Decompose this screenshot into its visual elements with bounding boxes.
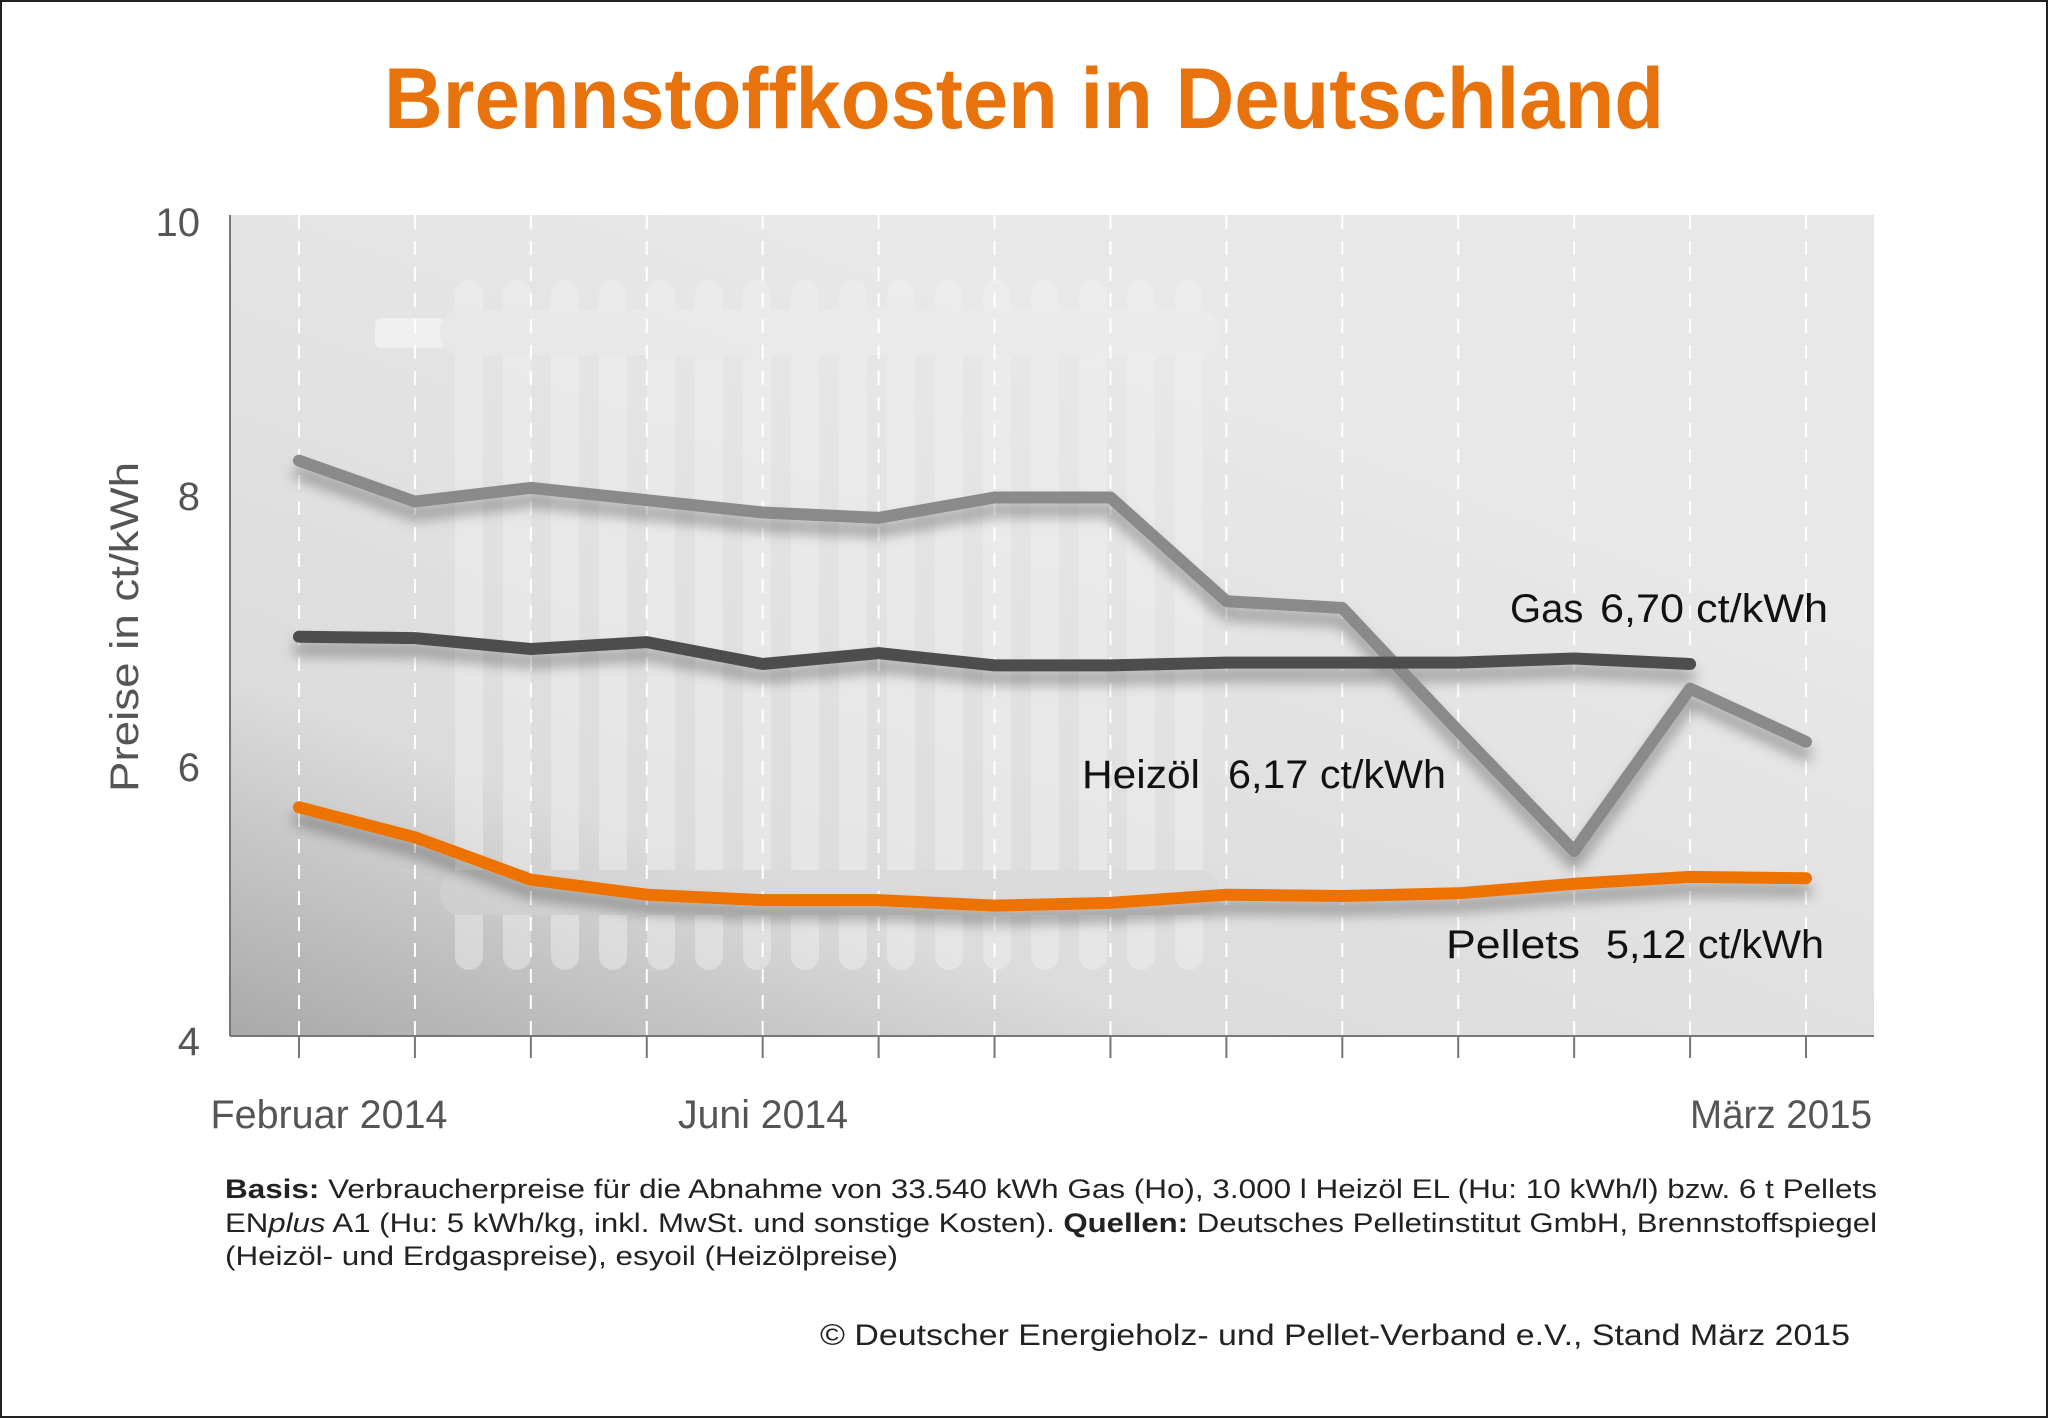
footer-line-3: (Heizöl- und Erdgaspreise), esyoil (Heiz… (225, 1241, 898, 1271)
sources-label: Quellen: (1063, 1208, 1188, 1238)
data-point-pellets (1573, 882, 1576, 885)
data-point-pellets (1225, 893, 1228, 896)
radiator-fin (695, 280, 723, 970)
series-label-pellets: Pellets 5,12 ct/kWh (1446, 923, 1824, 967)
data-point-gas (413, 637, 416, 640)
radiator-fin (1079, 280, 1107, 970)
data-point-heizoel (1457, 729, 1460, 732)
data-point-gas (645, 641, 648, 644)
series-label-value: 6,17 ct/kWh (1228, 753, 1446, 797)
basis-en: EN (225, 1208, 268, 1238)
footer-line-2: EN plus A1 (Hu: 5 kWh/kg, inkl. MwSt. und… (225, 1208, 1877, 1238)
radiator-fin (1031, 280, 1059, 970)
data-point-heizoel (1225, 600, 1228, 603)
x-tick-label: Juni 2014 (678, 1093, 848, 1137)
y-tick-label: 6 (178, 746, 200, 790)
data-point-gas (1573, 657, 1576, 660)
data-point-heizoel (1805, 740, 1807, 743)
data-point-heizoel (877, 516, 880, 519)
chart-title: Brennstoffkosten in Deutschland (384, 51, 1664, 147)
data-point-gas (1341, 661, 1344, 664)
data-point-heizoel (993, 496, 996, 499)
radiator-pipe-top (440, 310, 1220, 355)
footer-line-1: Basis: Verbraucherpreise für die Abnahme… (225, 1174, 1877, 1204)
series-label-name: Gas (1510, 587, 1583, 631)
series-label-name: Pellets (1446, 923, 1580, 967)
radiator-fin (743, 280, 771, 970)
series-label-gas: Gas 6,70 ct/kWh (1510, 587, 1828, 631)
y-axis-label: Preise in ct/kWh (103, 462, 147, 792)
radiator-fin (551, 280, 579, 970)
data-point-pellets (298, 806, 300, 809)
data-point-gas (298, 635, 300, 638)
x-axis-ticks (298, 1036, 1807, 1058)
basis-text: Verbraucherpreise für die Abnahme von 33… (319, 1174, 1877, 1204)
data-point-gas (877, 652, 880, 655)
series-label-name: Heizöl (1082, 753, 1200, 797)
x-tick-label: März 2015 (1690, 1093, 1872, 1137)
series-line-heizoel (293, 454, 1812, 857)
series-label-value: 6,70 ct/kWh (1600, 587, 1828, 631)
radiator-fin (647, 280, 675, 970)
data-point-pellets (1689, 875, 1692, 878)
data-point-gas (1225, 661, 1228, 664)
data-point-gas (761, 662, 764, 665)
x-tick-label: Februar 2014 (211, 1093, 448, 1137)
data-point-pellets (993, 904, 996, 907)
data-point-pellets (761, 899, 764, 902)
radiator-fin (599, 280, 627, 970)
data-point-gas (529, 647, 532, 650)
data-point-heizoel (298, 459, 300, 462)
data-point-heizoel (1341, 607, 1344, 610)
footer-notes: Basis: Verbraucherpreise für die Abnahme… (225, 1174, 1877, 1352)
copyright: © Deutscher Energieholz- und Pellet-Verb… (820, 1319, 1850, 1352)
radiator-fin (887, 280, 915, 970)
data-point-heizoel (645, 499, 648, 502)
basis-text-2: A1 (Hu: 5 kWh/kg, inkl. MwSt. und sonsti… (325, 1208, 1063, 1238)
radiator-fin (1175, 280, 1203, 970)
data-point-heizoel (1573, 849, 1576, 852)
data-point-pellets (1109, 901, 1112, 904)
data-point-heizoel (413, 500, 416, 503)
series-label-value: 5,12 ct/kWh (1606, 923, 1824, 967)
basis-plus: plus (267, 1208, 325, 1238)
series-label-heizoel: Heizöl 6,17 ct/kWh (1082, 753, 1446, 797)
series-lines (293, 454, 1812, 912)
radiator-fin (1127, 280, 1155, 970)
sources-text: Deutsches Pelletinstitut GmbH, Brennstof… (1188, 1208, 1877, 1238)
series-line-pellets (293, 801, 1812, 912)
data-point-pellets (645, 893, 648, 896)
y-tick-label: 10 (156, 201, 201, 245)
data-point-heizoel (1689, 687, 1692, 690)
data-point-heizoel (529, 486, 532, 489)
radiator-fin (839, 280, 867, 970)
radiator-fin (503, 280, 531, 970)
basis-label: Basis: (225, 1174, 319, 1204)
data-point-heizoel (761, 511, 764, 514)
data-point-pellets (1341, 895, 1344, 898)
data-point-pellets (877, 899, 880, 902)
data-point-pellets (413, 836, 416, 839)
y-tick-label: 8 (178, 475, 200, 519)
radiator-valve (375, 318, 445, 348)
data-point-heizoel (1109, 496, 1112, 499)
data-point-gas (1109, 664, 1112, 667)
y-tick-label: 4 (178, 1020, 200, 1064)
data-point-gas (1689, 662, 1692, 665)
data-point-pellets (529, 878, 532, 881)
radiator-fin (935, 280, 963, 970)
data-point-gas (1457, 661, 1460, 664)
radiator-fin (983, 280, 1011, 970)
data-point-gas (993, 664, 996, 667)
radiator-fin (455, 280, 483, 970)
data-point-pellets (1805, 877, 1807, 880)
data-point-pellets (1457, 892, 1460, 895)
radiator-fin (791, 280, 819, 970)
